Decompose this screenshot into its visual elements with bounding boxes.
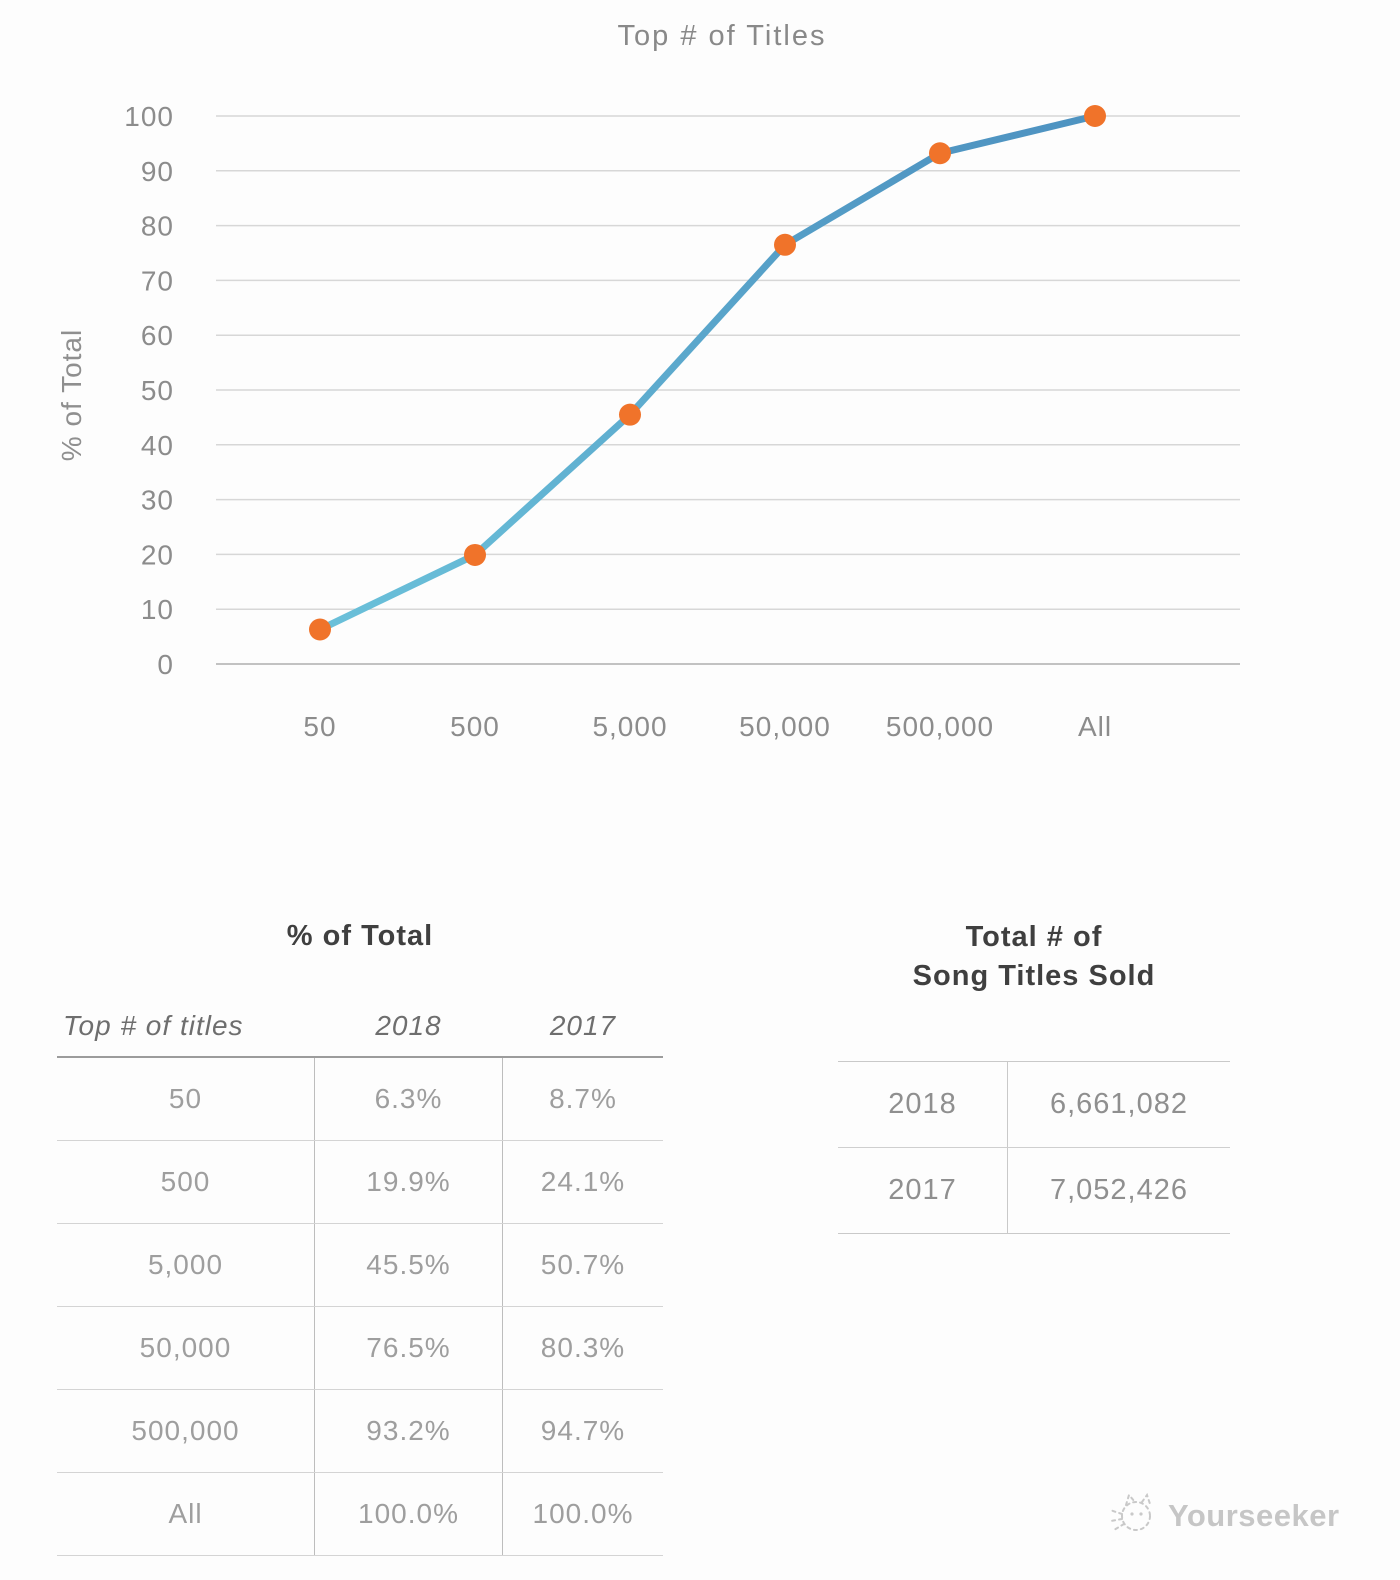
table-row: 2017 7,052,426 xyxy=(838,1147,1230,1233)
totals-title-line1: Total # of xyxy=(965,921,1103,953)
series-line-2018 xyxy=(316,112,1099,633)
table-row: 50 6.3% 8.7% xyxy=(57,1058,663,1141)
row-label: 2017 xyxy=(888,1174,957,1206)
y-tick-label: 90 xyxy=(141,156,174,187)
value-2017: 50.7% xyxy=(540,1249,626,1280)
x-tick-label: All xyxy=(1078,711,1112,742)
y-tick-label: 60 xyxy=(141,320,174,351)
watermark-label: Yourseeker xyxy=(1168,1497,1340,1533)
data-point-marker xyxy=(309,618,331,641)
row-label: 500,000 xyxy=(131,1415,240,1446)
row-label: 5,000 xyxy=(147,1249,224,1280)
totals-title-line2: Song Titles Sold xyxy=(912,960,1156,992)
total-value: 7,052,426 xyxy=(1007,1148,1230,1233)
row-label: 50,000 xyxy=(139,1332,232,1363)
chart-title: Top # of Titles xyxy=(617,20,827,52)
y-tick-label: 80 xyxy=(141,211,174,242)
y-tick-label: 50 xyxy=(141,375,174,406)
value-2018: 76.5% xyxy=(314,1307,503,1389)
totals-table-title: Total # of Song Titles Sold xyxy=(838,918,1230,996)
value-2017: 94.7% xyxy=(540,1415,626,1446)
table-row: 50,000 76.5% 80.3% xyxy=(57,1307,663,1390)
percent-table-title: % of Total xyxy=(286,920,434,952)
x-tick-label: 500 xyxy=(450,711,500,742)
x-tick-label: 50,000 xyxy=(739,711,831,742)
percent-table: 50 6.3% 8.7% 500 19.9% 24.1% 5,000 45.5%… xyxy=(57,1056,663,1556)
totals-table: 2018 6,661,082 2017 7,052,426 xyxy=(838,1061,1230,1234)
value-2018: 19.9% xyxy=(314,1141,503,1223)
value-2017: 24.1% xyxy=(540,1166,626,1197)
column-header-top-titles: Top # of titles xyxy=(63,1010,244,1041)
cat-doodle-icon xyxy=(1106,1486,1160,1545)
y-tick-label: 20 xyxy=(141,539,174,570)
y-tick-label: 100 xyxy=(124,101,174,132)
data-point-marker xyxy=(929,142,951,165)
value-2017: 100.0% xyxy=(532,1498,634,1529)
value-2018: 100.0% xyxy=(314,1473,503,1555)
data-point-marker xyxy=(464,543,486,566)
total-value: 6,661,082 xyxy=(1007,1062,1230,1147)
value-2018: 93.2% xyxy=(314,1390,503,1472)
column-header-2018: 2018 xyxy=(375,1010,442,1041)
y-tick-label: 70 xyxy=(141,265,174,296)
row-label: All xyxy=(168,1498,203,1529)
table-row: 500 19.9% 24.1% xyxy=(57,1141,663,1224)
table-row: 2018 6,661,082 xyxy=(838,1062,1230,1147)
line-chart: 0 10 20 30 40 50 60 70 80 90 100 50 500 5,000 50,000 50… xyxy=(124,101,1240,742)
data-point-marker xyxy=(774,233,796,256)
row-label: 50 xyxy=(168,1083,203,1114)
x-tick-label: 500,000 xyxy=(886,711,994,742)
y-tick-label: 30 xyxy=(141,485,174,516)
y-tick-label: 0 xyxy=(157,649,174,680)
row-label: 500 xyxy=(160,1166,211,1197)
value-2018: 6.3% xyxy=(314,1058,503,1140)
column-header-2017: 2017 xyxy=(549,1010,617,1041)
x-tick-label: 5,000 xyxy=(592,711,667,742)
watermark: Yourseeker xyxy=(1106,1486,1340,1545)
value-2017: 80.3% xyxy=(540,1332,626,1363)
table-row: 500,000 93.2% 94.7% xyxy=(57,1390,663,1473)
table-row: 5,000 45.5% 50.7% xyxy=(57,1224,663,1307)
data-point-marker xyxy=(619,403,641,426)
table-row: All 100.0% 100.0% xyxy=(57,1473,663,1556)
row-label: 2018 xyxy=(888,1088,957,1120)
value-2018: 45.5% xyxy=(314,1224,503,1306)
x-tick-label: 50 xyxy=(303,711,336,742)
y-tick-label: 40 xyxy=(141,430,174,461)
value-2017: 8.7% xyxy=(549,1083,617,1114)
y-tick-label: 10 xyxy=(141,594,174,625)
percent-table-header: Top # of titles 2018 2017 xyxy=(57,998,663,1054)
data-point-marker xyxy=(1084,105,1106,127)
